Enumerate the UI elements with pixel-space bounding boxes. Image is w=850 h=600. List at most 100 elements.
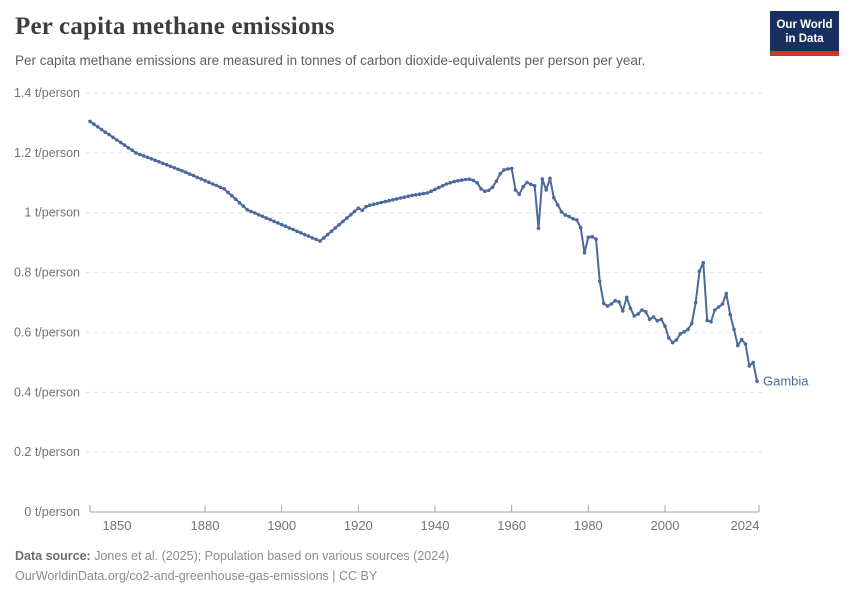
data-point: [249, 209, 253, 214]
data-point: [440, 184, 445, 188]
data-point: [655, 319, 660, 323]
y-axis-tick-label: 0 t/person: [24, 505, 80, 519]
data-point: [199, 177, 203, 181]
data-point: [88, 119, 92, 124]
data-point: [586, 235, 591, 240]
footer-citation: OurWorldinData.org/co2-and-greenhouse-ga…: [15, 569, 378, 583]
data-point: [636, 312, 640, 316]
data-point: [525, 180, 529, 185]
data-point: [138, 152, 142, 157]
data-point: [739, 337, 744, 342]
data-point: [134, 151, 138, 155]
data-point: [387, 198, 391, 203]
data-point: [544, 188, 548, 192]
y-axis-tick-label: 1.2 t/person: [14, 146, 80, 160]
data-point: [590, 234, 594, 239]
data-point: [437, 185, 441, 190]
data-point: [337, 222, 342, 227]
data-point: [352, 209, 357, 214]
data-point: [180, 169, 184, 173]
data-point: [444, 182, 449, 186]
data-point: [663, 324, 667, 328]
data-point: [214, 183, 219, 188]
data-point: [697, 269, 702, 273]
data-point: [245, 207, 249, 212]
data-point: [578, 225, 583, 230]
x-axis-tick-label: 2000: [651, 518, 680, 533]
data-point: [513, 188, 518, 192]
x-axis-tick-label: 1900: [267, 518, 296, 533]
y-axis-tick-label: 1.4 t/person: [14, 86, 80, 100]
data-point: [184, 170, 188, 175]
data-point: [659, 317, 663, 322]
data-point: [467, 177, 472, 181]
data-point: [624, 295, 629, 300]
data-point: [548, 176, 552, 181]
data-point: [272, 219, 276, 224]
data-point: [471, 178, 476, 183]
data-point: [302, 232, 307, 237]
data-point: [598, 279, 602, 284]
data-point: [329, 229, 334, 234]
data-point: [667, 336, 671, 340]
data-point: [751, 360, 755, 365]
data-point: [709, 319, 713, 324]
data-point: [268, 217, 273, 222]
data-point: [187, 172, 192, 176]
data-point: [747, 364, 752, 368]
data-point: [391, 198, 395, 202]
data-point: [299, 231, 303, 235]
y-axis-tick-label: 0.2 t/person: [14, 445, 80, 459]
data-point: [145, 155, 150, 160]
data-point: [651, 315, 656, 319]
data-point: [460, 178, 464, 182]
data-point: [218, 185, 223, 190]
data-point: [406, 194, 411, 199]
x-axis-tick-label: 1880: [191, 518, 220, 533]
data-point: [322, 236, 326, 240]
data-point: [429, 189, 434, 193]
data-point: [241, 204, 246, 208]
data-point: [157, 160, 161, 164]
data-point: [111, 135, 115, 140]
data-point: [724, 291, 729, 296]
data-point: [260, 214, 265, 219]
y-axis-tick-label: 0.8 t/person: [14, 266, 80, 280]
x-axis-tick-label: 1960: [497, 518, 526, 533]
data-point: [720, 302, 725, 306]
owid-logo-line2: in Data: [785, 33, 824, 45]
data-point: [375, 201, 380, 206]
data-point: [755, 379, 759, 384]
data-point: [264, 216, 269, 220]
data-point: [107, 132, 111, 137]
data-point: [594, 237, 598, 241]
data-point: [540, 177, 545, 181]
data-point: [306, 234, 311, 238]
data-point: [609, 302, 614, 306]
data-point: [149, 157, 154, 161]
data-point: [509, 166, 514, 171]
x-axis-tick-label: 1980: [574, 518, 603, 533]
data-point: [716, 305, 721, 309]
data-point: [506, 167, 510, 171]
data-point: [394, 197, 399, 201]
data-point: [563, 213, 568, 217]
owid-logo: Our World in Data: [770, 11, 839, 56]
data-point: [582, 251, 587, 255]
data-line: [89, 120, 758, 383]
data-point: [191, 173, 196, 178]
data-point: [601, 301, 606, 306]
data-point: [103, 130, 108, 134]
data-point: [536, 226, 541, 231]
series-end-label: Gambia: [763, 374, 809, 389]
data-point: [674, 338, 679, 342]
data-point: [713, 308, 717, 312]
data-point: [195, 175, 200, 180]
y-axis-tick-label: 0.4 t/person: [14, 385, 80, 399]
data-point: [532, 184, 537, 188]
data-point: [494, 179, 499, 184]
data-point: [605, 304, 610, 308]
data-point: [164, 163, 169, 167]
data-point: [233, 197, 238, 201]
